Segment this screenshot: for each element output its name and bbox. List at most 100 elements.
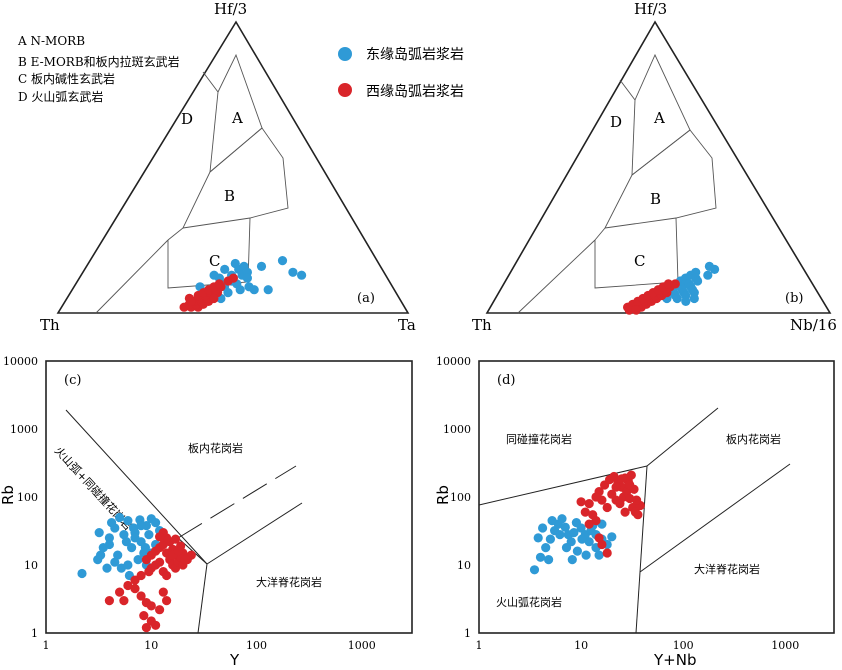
data-point — [577, 534, 587, 544]
x-tick-label: 10 — [144, 639, 158, 652]
data-point — [104, 539, 114, 550]
data-point — [547, 516, 557, 526]
data-point — [625, 480, 635, 490]
data-point — [594, 550, 604, 560]
data-point — [107, 518, 117, 528]
data-point — [670, 279, 680, 289]
data-point — [561, 543, 572, 553]
ternary-panel-b: Hf/3 Th Nb/16 (b) A B C D — [472, 0, 837, 334]
apex-left-b: Th — [472, 316, 492, 334]
data-point — [155, 532, 165, 542]
data-point — [162, 570, 172, 581]
data-point — [626, 470, 636, 480]
data-point — [144, 530, 154, 540]
data-point — [576, 523, 586, 533]
data-point — [209, 270, 219, 280]
data-point — [693, 276, 703, 286]
data-point — [631, 305, 641, 315]
plot-frame-c — [45, 360, 413, 634]
data-point — [158, 587, 168, 597]
legend-west-label: 西缘岛弧岩浆岩 — [366, 84, 464, 100]
field-A-b: A — [653, 109, 665, 127]
data-point — [633, 510, 643, 520]
data-point — [620, 507, 630, 517]
data-point — [121, 537, 131, 547]
data-point — [609, 471, 619, 482]
data-point — [96, 550, 106, 560]
data-point — [133, 555, 143, 565]
y-tick-label: 10000 — [3, 355, 38, 368]
data-point — [584, 537, 594, 547]
x-tick-label: 1000 — [348, 639, 376, 652]
y-tick-label: 10 — [457, 559, 471, 572]
field-label-d-orb: 大洋脊花岗岩 — [694, 562, 760, 576]
data-point — [77, 568, 87, 579]
data-point — [223, 288, 233, 298]
data-point — [533, 533, 543, 543]
data-point — [104, 533, 114, 543]
data-point — [180, 555, 190, 565]
data-point — [170, 534, 181, 544]
data-point — [703, 270, 713, 280]
data-point — [297, 270, 307, 280]
field-label-c-within: 板内花岗岩 — [188, 441, 243, 455]
legend-code-d: D 火山弧玄武岩 — [18, 89, 103, 104]
ylabel-d: Rb — [434, 485, 452, 505]
x-tick-label: 1000 — [771, 639, 799, 652]
data-point — [140, 543, 150, 553]
data-point — [144, 567, 154, 577]
field-C-a: C — [209, 252, 220, 270]
data-point — [127, 543, 137, 553]
apex-left-a: Th — [40, 316, 60, 334]
data-point — [584, 499, 594, 509]
data-point — [580, 507, 590, 517]
legend-code-b: B E-MORB和板内拉斑玄武岩 — [18, 54, 180, 69]
field-label-d-within: 板内花岗岩 — [726, 432, 781, 446]
y-tick-label: 10 — [24, 559, 38, 572]
data-point — [209, 293, 219, 304]
data-point — [704, 261, 715, 271]
y-tick-label: 100 — [450, 491, 471, 504]
data-point — [155, 605, 165, 615]
data-point — [115, 512, 125, 523]
data-point — [119, 596, 129, 606]
data-point — [529, 565, 540, 575]
data-point — [139, 611, 149, 621]
data-point — [136, 521, 146, 531]
field-B-a: B — [224, 187, 235, 205]
data-point — [110, 557, 120, 567]
data-point — [242, 273, 252, 283]
field-label-c-orb: 大洋脊花岗岩 — [256, 575, 322, 589]
field-D-b: D — [610, 113, 622, 131]
field-C-b: C — [634, 252, 645, 270]
panel-label-d: (d) — [497, 373, 515, 388]
apex-top-a: Hf/3 — [214, 0, 247, 18]
fields-d — [478, 407, 791, 634]
panel-label-a: (a) — [357, 291, 375, 306]
data-point — [617, 474, 627, 484]
data-point — [624, 305, 634, 315]
data-point — [173, 546, 183, 556]
data-point — [136, 591, 146, 601]
data-point — [602, 502, 612, 513]
y-tick-label: 100 — [17, 491, 38, 504]
data-point — [235, 285, 245, 295]
xlabel-d: Y+Nb — [653, 651, 696, 669]
legend-east-marker — [338, 47, 352, 61]
plot-frame-d — [478, 360, 835, 634]
data-point — [94, 528, 104, 538]
data-point — [545, 534, 556, 544]
y-tick-label: 1 — [464, 627, 471, 640]
data-point — [602, 548, 612, 558]
data-point — [130, 533, 140, 543]
log-panel-c: (c) 板内花岗岩 火山弧+同碰撞花岗岩 大洋脊花岗岩 1 10 100 100011… — [0, 355, 413, 669]
data-point — [572, 546, 583, 556]
log-panel-d: (d) 同碰撞花岗岩 板内花岗岩 大洋脊花岗岩 火山弧花岗岩 1 10 100 100… — [434, 355, 835, 669]
field-D-a: D — [181, 110, 193, 128]
data-point — [569, 528, 579, 538]
data-point — [130, 575, 140, 585]
data-point — [214, 279, 224, 289]
data-point — [256, 261, 267, 271]
legend-series: 东缘岛弧岩浆岩 西缘岛弧岩浆岩 — [338, 47, 464, 100]
xlabel-c: Y — [229, 651, 240, 669]
